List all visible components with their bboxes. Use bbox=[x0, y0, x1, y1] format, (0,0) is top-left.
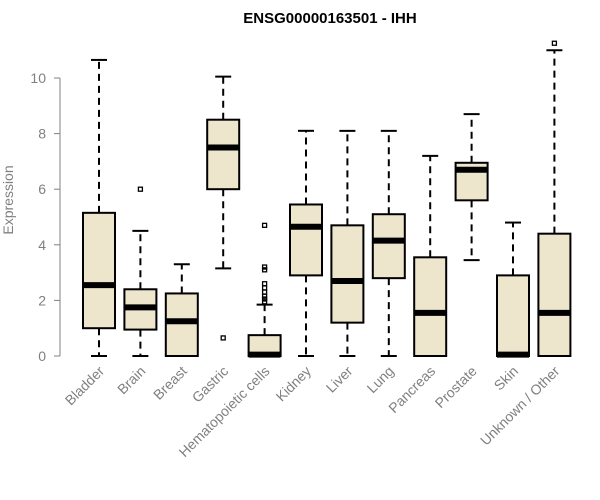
category-label: Lung bbox=[364, 363, 397, 396]
box-body bbox=[537, 232, 572, 357]
y-tick-label: 4 bbox=[38, 237, 46, 253]
box-bladder bbox=[82, 58, 116, 357]
box-body bbox=[289, 203, 323, 277]
outlier-point bbox=[261, 267, 268, 273]
outlier-point bbox=[220, 335, 226, 341]
outlier-point bbox=[261, 299, 268, 305]
y-axis-label: Expression bbox=[0, 165, 16, 234]
box-body bbox=[82, 211, 116, 330]
category-label: Brain bbox=[114, 363, 148, 397]
y-tick-label: 8 bbox=[38, 126, 46, 142]
box-body bbox=[206, 118, 241, 191]
box-lung bbox=[371, 129, 406, 357]
box-skin bbox=[496, 221, 530, 358]
box-unknown-other bbox=[537, 40, 572, 357]
outlier-point bbox=[261, 281, 268, 287]
outlier-point bbox=[261, 296, 268, 302]
box-layer bbox=[82, 40, 572, 358]
outlier-point bbox=[261, 222, 268, 228]
box-body bbox=[164, 292, 199, 358]
outlier-point bbox=[261, 289, 268, 295]
box-liver bbox=[330, 129, 365, 357]
y-tick-label: 0 bbox=[38, 348, 46, 364]
y-tick-label: 10 bbox=[30, 70, 46, 86]
category-label: Liver bbox=[323, 363, 356, 396]
outlier-point bbox=[551, 40, 558, 46]
box-hematopoietic-cells bbox=[247, 222, 282, 358]
box-breast bbox=[164, 263, 199, 358]
box-brain bbox=[123, 186, 158, 357]
box-body bbox=[371, 213, 406, 280]
box-prostate bbox=[454, 113, 489, 262]
category-label: Breast bbox=[150, 363, 190, 403]
outlier-point bbox=[261, 285, 268, 291]
outlier-point bbox=[261, 293, 268, 299]
category-label: Prostate bbox=[432, 363, 480, 411]
box-body bbox=[330, 224, 365, 324]
y-axis: 0 2 4 6 8 10 bbox=[30, 70, 61, 364]
outlier-point bbox=[137, 186, 144, 192]
category-label: Bladder bbox=[62, 363, 108, 409]
y-tick-label: 6 bbox=[38, 181, 46, 197]
category-label: Unknown / Other bbox=[477, 363, 563, 449]
box-body bbox=[496, 274, 530, 358]
box-body bbox=[413, 256, 448, 357]
box-pancreas bbox=[413, 154, 448, 357]
outlier-point bbox=[261, 264, 268, 270]
chart-title: ENSG00000163501 - IHH bbox=[243, 10, 416, 27]
box-gastric bbox=[206, 75, 241, 341]
box-kidney bbox=[289, 129, 323, 357]
category-label: Kidney bbox=[273, 363, 315, 405]
category-label: Skin bbox=[491, 363, 522, 394]
y-tick-label: 2 bbox=[38, 292, 46, 308]
